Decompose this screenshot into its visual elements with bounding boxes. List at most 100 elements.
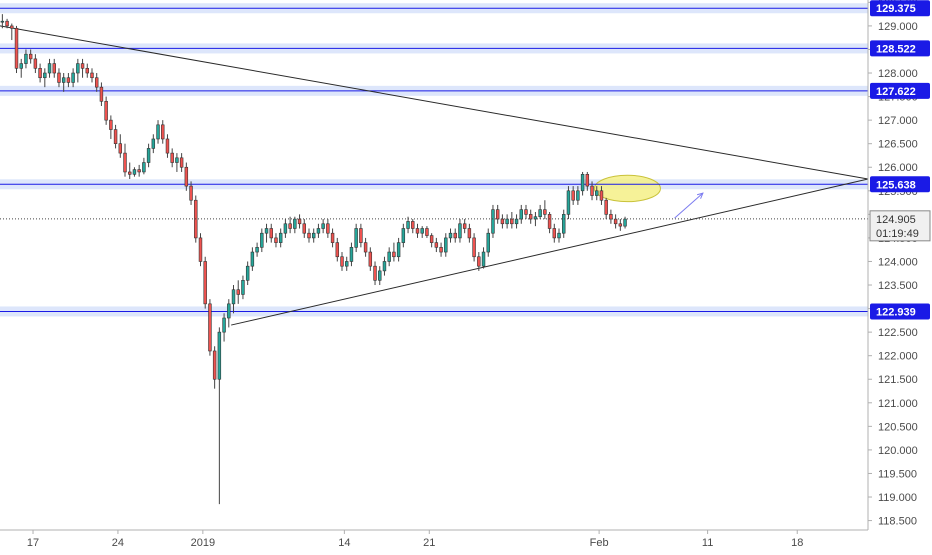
- candle-body: [90, 72, 94, 79]
- candle-body: [533, 216, 538, 220]
- candle: [378, 266, 382, 286]
- candle: [184, 162, 189, 191]
- candle-body: [613, 218, 618, 225]
- candle: [349, 242, 354, 267]
- level-zones: [0, 3, 868, 317]
- candle: [514, 214, 519, 229]
- x-tick-label: 17: [27, 537, 39, 549]
- candle: [340, 252, 344, 271]
- candle: [217, 327, 222, 505]
- y-tick-label: 126.500: [878, 139, 918, 151]
- candle: [623, 216, 627, 229]
- candle: [236, 280, 240, 304]
- candle: [151, 134, 156, 154]
- candle: [486, 228, 490, 257]
- candle-body: [576, 190, 580, 201]
- candle-body: [278, 232, 283, 243]
- candle: [156, 120, 160, 144]
- candle: [401, 223, 406, 248]
- y-tick-label: 119.000: [878, 492, 917, 504]
- candle-body: [623, 218, 627, 227]
- current-price-tag: [869, 210, 931, 242]
- candle-body: [486, 232, 490, 253]
- candle: [212, 346, 217, 389]
- candle: [123, 143, 127, 177]
- candle: [189, 181, 193, 205]
- candle: [453, 228, 457, 243]
- candle-body: [175, 157, 179, 163]
- candle: [227, 299, 231, 328]
- candle: [307, 228, 311, 243]
- candle-body: [330, 232, 335, 243]
- candle: [297, 214, 302, 229]
- projection-arrowhead: [696, 192, 704, 199]
- y-tick-label: 122.500: [878, 327, 918, 339]
- candle: [524, 204, 528, 220]
- candle: [434, 237, 439, 253]
- candle-body: [222, 317, 226, 333]
- candle: [411, 219, 415, 234]
- candle: [61, 73, 66, 92]
- candle: [104, 96, 108, 125]
- candle-body: [552, 228, 557, 239]
- candle: [543, 200, 547, 220]
- candle: [85, 63, 89, 78]
- candle: [175, 153, 179, 172]
- candle-body: [302, 223, 306, 234]
- candle: [137, 164, 141, 177]
- candle-body: [453, 232, 457, 239]
- candle: [528, 209, 533, 224]
- candle: [170, 148, 174, 168]
- candle-body: [557, 232, 561, 239]
- candle-body: [113, 129, 118, 144]
- candle-body: [547, 214, 552, 229]
- candle: [28, 49, 33, 64]
- candle-body: [80, 63, 85, 69]
- y-tick-label: 123.500: [878, 280, 918, 292]
- candle: [14, 25, 19, 74]
- candle: [472, 233, 476, 262]
- candle-body: [599, 190, 604, 201]
- candle: [359, 223, 363, 248]
- candle: [392, 242, 396, 262]
- candle-body: [538, 209, 542, 218]
- candle: [161, 120, 165, 144]
- level-price-tag: [870, 40, 930, 57]
- y-tick-label: 122.000: [878, 351, 918, 363]
- candle-body: [321, 223, 325, 229]
- trendlines: [0, 25, 869, 326]
- candle-body: [47, 63, 52, 74]
- candle: [128, 162, 132, 180]
- candle-body: [368, 251, 373, 267]
- candle: [283, 219, 288, 238]
- candle: [505, 214, 509, 229]
- candle: [382, 256, 387, 276]
- candle: [495, 204, 500, 224]
- candle: [595, 186, 599, 201]
- candle: [557, 228, 561, 243]
- candle-body: [203, 261, 207, 305]
- x-tick-label: 18: [791, 537, 803, 549]
- candle-body: [19, 63, 23, 69]
- candle-body: [217, 331, 222, 380]
- y-tick-label: 120.500: [878, 421, 918, 433]
- candle: [363, 237, 368, 257]
- candle: [552, 223, 557, 243]
- candle-body: [264, 228, 269, 234]
- candle-body: [481, 251, 486, 267]
- candle: [198, 233, 203, 267]
- candle-body: [354, 228, 358, 248]
- candle-body: [260, 232, 264, 248]
- level-price-label: 128.522: [876, 43, 916, 55]
- candle-body: [359, 228, 363, 243]
- candle-body: [241, 280, 245, 295]
- candle-body: [189, 185, 193, 201]
- candle-body: [562, 214, 566, 234]
- candle-body: [66, 77, 71, 83]
- candle-body: [363, 242, 368, 253]
- x-tick-label: 2019: [191, 537, 215, 549]
- candle: [373, 261, 377, 286]
- candle-body: [406, 221, 410, 229]
- candle: [387, 247, 391, 267]
